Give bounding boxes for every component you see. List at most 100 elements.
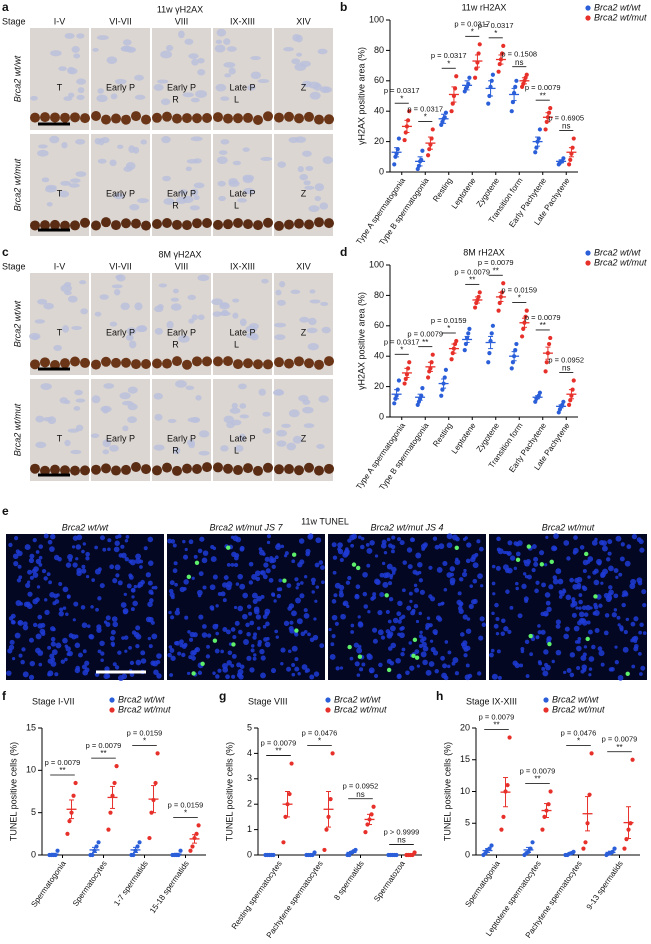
- stained-cell: [30, 359, 40, 370]
- stained-cell: [253, 220, 263, 231]
- dapi-nucleus: [457, 591, 462, 596]
- dapi-nucleus: [256, 595, 262, 602]
- dapi-nucleus: [222, 598, 227, 603]
- dapi-nucleus: [265, 568, 271, 574]
- data-point: [501, 814, 506, 820]
- dapi-nucleus: [181, 652, 186, 658]
- data-point: [289, 761, 294, 766]
- dapi-nucleus: [95, 607, 99, 612]
- dapi-nucleus: [565, 594, 572, 601]
- dapi-nucleus: [190, 650, 196, 656]
- dapi-nucleus: [309, 674, 315, 680]
- error-bar: [451, 86, 457, 103]
- dapi-nucleus: [391, 566, 397, 573]
- nucleus: [70, 178, 81, 183]
- nucleus: [134, 302, 143, 311]
- stage-label: Stage: [2, 261, 26, 271]
- dapi-nucleus: [254, 608, 260, 615]
- dapi-nucleus: [329, 654, 336, 660]
- tunel-cell: [539, 562, 545, 567]
- dapi-nucleus: [50, 636, 56, 642]
- data-point: [96, 840, 101, 845]
- dapi-nucleus: [363, 604, 369, 609]
- dapi-nucleus: [111, 643, 115, 648]
- nucleus: [292, 33, 301, 42]
- dapi-nucleus: [496, 649, 501, 654]
- x-tick-label: 15-18 spermatids: [148, 859, 191, 915]
- nucleus: [134, 74, 144, 81]
- significance-mark: *: [143, 737, 146, 746]
- y-tick-label: 0: [379, 411, 384, 421]
- dapi-nucleus: [640, 665, 646, 671]
- error-bar: [464, 335, 470, 344]
- dapi-nucleus: [478, 635, 484, 641]
- dapi-nucleus: [40, 622, 46, 628]
- dapi-nucleus: [280, 647, 286, 653]
- data-point: [196, 823, 201, 828]
- dapi-nucleus: [614, 645, 618, 649]
- dapi-nucleus: [639, 672, 643, 676]
- dapi-nucleus: [53, 554, 60, 561]
- stained-cell: [253, 114, 263, 125]
- nucleus: [74, 389, 83, 396]
- stained-cell: [111, 113, 121, 124]
- y-tick-label: 5: [31, 807, 36, 817]
- dapi-nucleus: [254, 570, 261, 577]
- nucleus: [188, 442, 196, 449]
- dapi-nucleus: [350, 630, 355, 634]
- stained-cell: [80, 465, 90, 476]
- nucleus: [197, 57, 205, 64]
- panel-letter: f: [2, 689, 7, 703]
- dapi-nucleus: [115, 535, 119, 540]
- dapi-nucleus: [11, 620, 16, 625]
- dapi-nucleus: [591, 539, 598, 546]
- dapi-nucleus: [458, 577, 464, 582]
- error-bar: [585, 796, 591, 832]
- dapi-nucleus: [118, 553, 124, 558]
- dapi-nucleus: [201, 632, 208, 638]
- dapi-nucleus: [243, 639, 249, 645]
- dapi-nucleus: [128, 574, 134, 580]
- p-value: p = 0.0317: [431, 51, 467, 60]
- tunel-cell: [231, 642, 236, 647]
- dapi-nucleus: [226, 629, 231, 635]
- dapi-nucleus: [107, 538, 112, 543]
- nucleus: [306, 327, 318, 334]
- dapi-nucleus: [305, 548, 311, 554]
- dapi-nucleus: [294, 632, 299, 637]
- dapi-nucleus: [276, 543, 281, 548]
- dapi-nucleus: [342, 600, 349, 607]
- dapi-nucleus: [385, 629, 391, 634]
- dapi-nucleus: [618, 572, 623, 577]
- nucleus: [98, 138, 105, 146]
- nucleus: [237, 198, 248, 203]
- dapi-nucleus: [402, 560, 407, 565]
- dapi-nucleus: [360, 544, 365, 550]
- y-tick-label: 15: [26, 722, 36, 732]
- nucleus: [153, 444, 165, 451]
- dapi-nucleus: [8, 542, 13, 548]
- nucleus: [178, 189, 189, 195]
- dapi-nucleus: [601, 545, 608, 552]
- nucleus: [103, 383, 115, 389]
- stage-name: VIII: [175, 16, 189, 26]
- dapi-nucleus: [416, 664, 421, 668]
- p-value: p = 0.0317: [384, 337, 420, 346]
- dapi-nucleus: [345, 580, 351, 585]
- dapi-nucleus: [14, 536, 19, 541]
- nucleus: [223, 38, 231, 45]
- tunel-cell: [294, 628, 299, 633]
- dapi-nucleus: [578, 611, 585, 618]
- dapi-nucleus: [619, 556, 625, 562]
- nucleus: [231, 402, 238, 409]
- data-point: [420, 386, 425, 391]
- nucleus: [45, 186, 57, 193]
- tunel-cell: [194, 560, 200, 566]
- nucleus: [195, 395, 202, 401]
- data-point: [443, 367, 449, 372]
- dapi-nucleus: [594, 627, 600, 633]
- dapi-nucleus: [32, 622, 38, 628]
- dapi-nucleus: [381, 561, 386, 566]
- dapi-nucleus: [147, 601, 153, 608]
- dapi-nucleus: [174, 610, 180, 616]
